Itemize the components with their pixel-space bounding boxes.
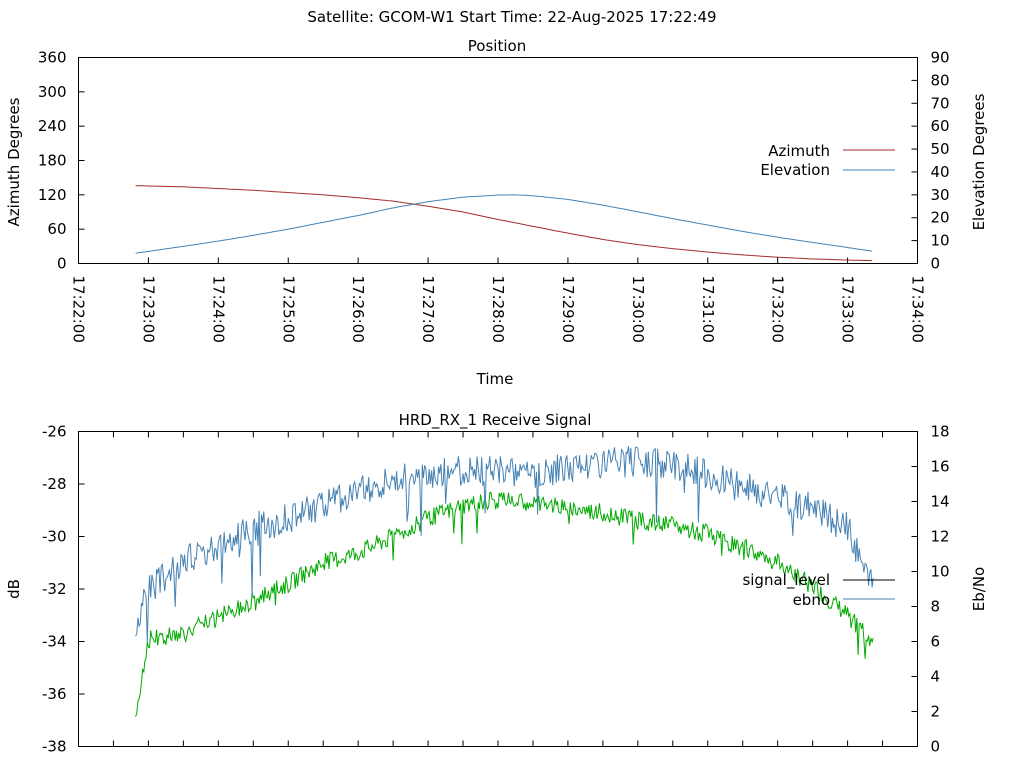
y2-tick-label: 20 bbox=[931, 209, 950, 227]
x-tick-label: 17:33:00 bbox=[839, 276, 857, 343]
position-chart-title: Position bbox=[468, 37, 526, 55]
signal-y2-axis-label: Eb/No bbox=[970, 567, 988, 611]
y2-tick-label: 8 bbox=[931, 598, 941, 616]
y-tick-label: 120 bbox=[38, 186, 67, 204]
y2-tick-label: 0 bbox=[931, 255, 941, 273]
position-legend: Azimuth Elevation bbox=[760, 142, 895, 179]
header-title: Satellite: GCOM-W1 Start Time: 22-Aug-20… bbox=[307, 8, 716, 26]
y-tick-label: 60 bbox=[47, 220, 66, 238]
y-tick-label: 360 bbox=[38, 49, 67, 67]
x-tick-label: 17:26:00 bbox=[349, 276, 367, 343]
y-tick-label: -26 bbox=[42, 423, 67, 441]
y2-tick-label: 4 bbox=[931, 668, 941, 686]
x-tick-label: 17:34:00 bbox=[909, 276, 927, 343]
position-y2-axis-label: Elevation Degrees bbox=[970, 93, 988, 230]
y2-tick-label: 14 bbox=[931, 493, 950, 511]
y2-tick-label: 12 bbox=[931, 528, 950, 546]
signal-chart-title: HRD_RX_1 Receive Signal bbox=[399, 411, 592, 430]
x-tick-label: 17:30:00 bbox=[629, 276, 647, 343]
series-line-signal-level bbox=[135, 491, 874, 717]
y-tick-label: -38 bbox=[42, 738, 67, 756]
signal-plot-frame bbox=[78, 431, 918, 747]
y2-tick-label: 60 bbox=[931, 117, 950, 135]
signal-chart: HRD_RX_1 Receive Signal -38-36-34-32-30-… bbox=[5, 411, 988, 756]
y2-tick-label: 16 bbox=[931, 458, 950, 476]
y-tick-label: -34 bbox=[42, 633, 67, 651]
y2-tick-label: 30 bbox=[931, 186, 950, 204]
y-tick-label: -36 bbox=[42, 685, 67, 703]
y-tick-label: 300 bbox=[38, 83, 67, 101]
x-tick-label: 17:31:00 bbox=[699, 276, 717, 343]
series-line-Elevation bbox=[135, 194, 873, 254]
y-tick-label: -30 bbox=[42, 528, 67, 546]
y2-tick-label: 40 bbox=[931, 163, 950, 181]
y-tick-label: 180 bbox=[38, 152, 67, 170]
y2-tick-label: 10 bbox=[931, 232, 950, 250]
y2-tick-label: 90 bbox=[931, 49, 950, 67]
legend-label-azimuth: Azimuth bbox=[768, 142, 830, 160]
position-series-lines bbox=[135, 185, 873, 262]
x-tick-label: 17:22:00 bbox=[70, 276, 88, 343]
signal-axis-ticks: -38 -36 -34 -32 -30 -28 -26 0 2 4 6 8 10 12 14 16 18 bbox=[42, 423, 950, 756]
x-tick-label: 17:23:00 bbox=[139, 276, 157, 343]
series-line-ebno bbox=[135, 446, 874, 643]
signal-legend: signal_level ebno bbox=[742, 571, 895, 609]
x-tick-label: 17:32:00 bbox=[769, 276, 787, 343]
y2-tick-label: 50 bbox=[931, 140, 950, 158]
legend-label-signal-level: signal_level bbox=[742, 571, 830, 590]
y-tick-label: -28 bbox=[42, 475, 67, 493]
legend-label-elevation: Elevation bbox=[760, 161, 830, 179]
y-tick-label: -32 bbox=[42, 580, 67, 598]
x-tick-label: 17:24:00 bbox=[209, 276, 227, 343]
position-chart: Position 0 60 120 180 240 300 360 0 10 20 30 40 50 60… bbox=[5, 37, 988, 388]
y2-tick-label: 6 bbox=[931, 633, 941, 651]
x-tick-label: 17:27:00 bbox=[419, 276, 437, 343]
position-y-axis-label: Azimuth Degrees bbox=[5, 97, 23, 226]
y2-tick-label: 80 bbox=[931, 71, 950, 89]
signal-series-lines bbox=[135, 446, 874, 717]
x-tick-label: 17:25:00 bbox=[279, 276, 297, 343]
series-line-Azimuth bbox=[135, 185, 873, 262]
signal-y-axis-label: dB bbox=[5, 579, 23, 599]
y2-tick-label: 2 bbox=[931, 703, 941, 721]
x-tick-label: 17:28:00 bbox=[489, 276, 507, 343]
y2-tick-label: 18 bbox=[931, 423, 950, 441]
y-tick-label: 240 bbox=[38, 117, 67, 135]
y2-tick-label: 70 bbox=[931, 94, 950, 112]
legend-label-ebno: ebno bbox=[793, 591, 830, 609]
x-tick-label: 17:29:00 bbox=[559, 276, 577, 343]
y2-tick-label: 0 bbox=[931, 738, 941, 756]
position-x-axis-label: Time bbox=[476, 370, 514, 388]
y-tick-label: 0 bbox=[57, 255, 67, 273]
position-axis-ticks: 0 60 120 180 240 300 360 0 10 20 30 40 50 60 70 80 90 17:… bbox=[38, 49, 950, 343]
y2-tick-label: 10 bbox=[931, 563, 950, 581]
